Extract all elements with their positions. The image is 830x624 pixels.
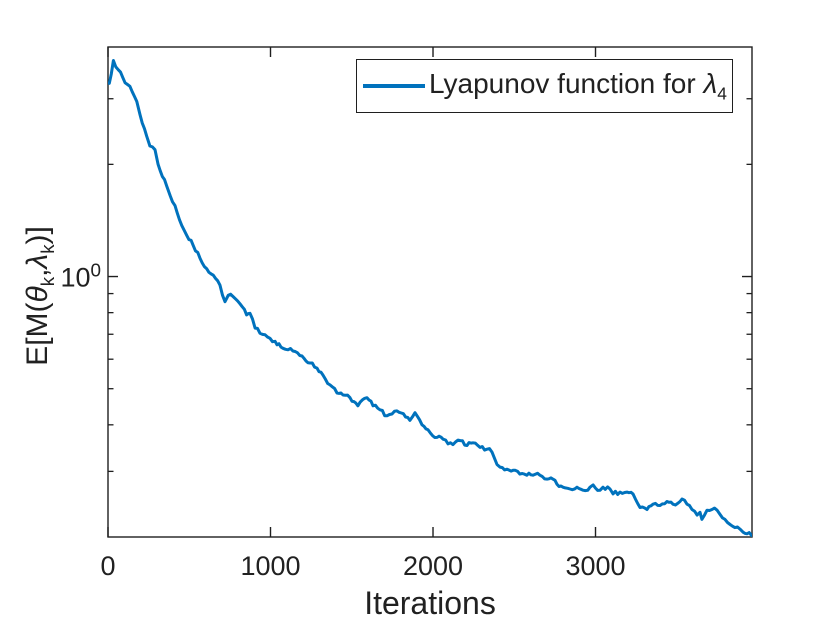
- theta-symbol: θ: [21, 286, 54, 303]
- y-tick-label-1e0: 100: [60, 261, 101, 294]
- y-tick-exponent: 0: [90, 260, 101, 282]
- y-axis-label-post: )]: [21, 226, 54, 245]
- lambda-symbol: λ: [21, 253, 54, 269]
- lyapunov-curve: [108, 59, 752, 537]
- y-axis-label-comma: ,: [21, 268, 54, 277]
- legend-line-sample: [363, 84, 425, 88]
- x-tick-label: 0: [100, 551, 116, 581]
- legend-entry-label: Lyapunov function for λ4: [429, 68, 727, 105]
- x-axis-label: Iterations: [364, 585, 496, 621]
- legend-box: Lyapunov function for λ4: [356, 59, 733, 113]
- lambda-subscript: k: [37, 244, 58, 254]
- legend-lambda-symbol: λ: [703, 67, 718, 99]
- axes-box: [107, 46, 753, 538]
- theta-subscript: k: [37, 276, 58, 287]
- x-tick-label: 1000: [240, 551, 301, 581]
- y-axis-label: E[M(θk,λk)]: [21, 226, 59, 366]
- x-tick-label: 2000: [402, 551, 464, 581]
- legend-entry-text: Lyapunov function for: [429, 67, 704, 99]
- y-tick-base: 10: [60, 262, 91, 293]
- y-axis-label-pre: E[M(: [21, 302, 54, 366]
- x-tick-label: 3000: [565, 551, 626, 581]
- legend-lambda-subscript: 4: [717, 83, 727, 104]
